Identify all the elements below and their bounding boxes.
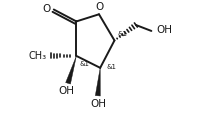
Text: &1: &1	[79, 61, 89, 67]
Text: OH: OH	[90, 99, 106, 109]
Text: OH: OH	[58, 86, 74, 96]
Polygon shape	[95, 68, 100, 96]
Text: &1: &1	[117, 31, 128, 37]
Text: O: O	[42, 4, 50, 14]
Text: &1: &1	[107, 64, 117, 70]
Text: O: O	[95, 2, 103, 12]
Polygon shape	[66, 56, 76, 84]
Text: CH₃: CH₃	[28, 51, 46, 61]
Text: OH: OH	[156, 25, 172, 35]
